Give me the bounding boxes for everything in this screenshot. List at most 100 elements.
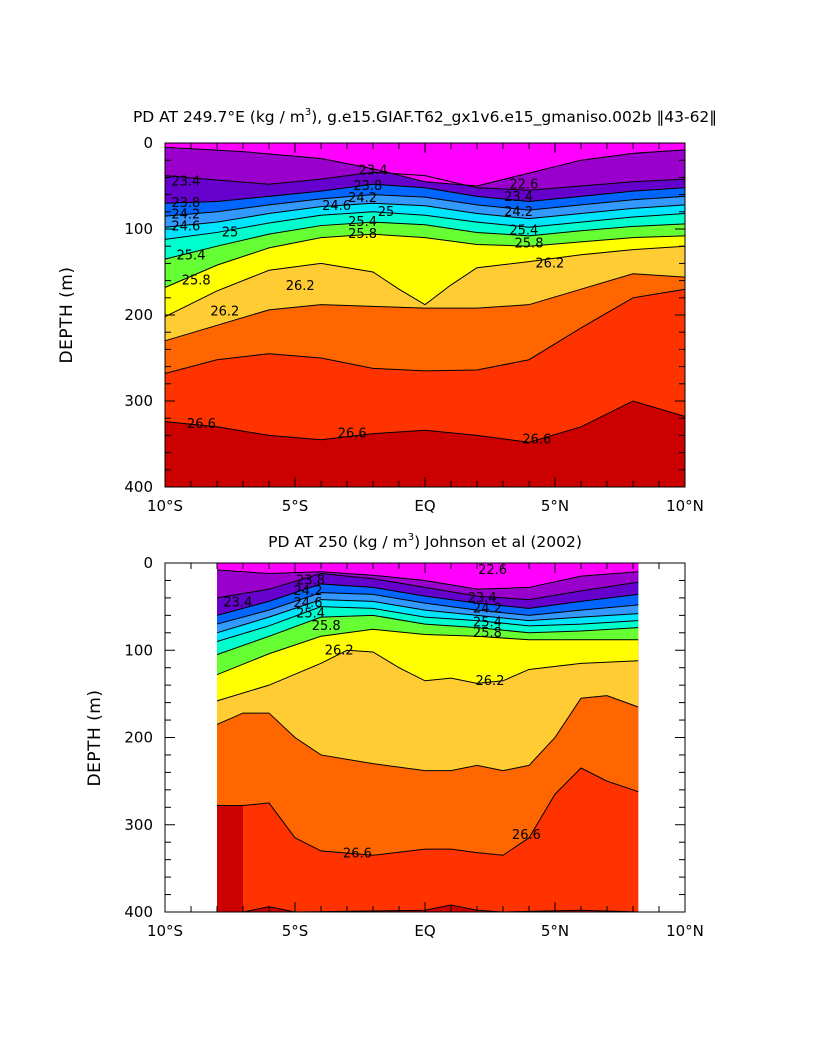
- contour-label: 24.2: [473, 601, 502, 616]
- y-tick-label: 400: [124, 478, 153, 496]
- y-axis-label-lower: DEPTH (m): [85, 690, 105, 787]
- contour-line-26-5: [217, 767, 639, 856]
- contour-label: 26.6: [338, 427, 367, 442]
- contour-line-24-2: [164, 194, 686, 217]
- contour-label: 24.6: [322, 199, 351, 214]
- contour-line-25: [164, 211, 686, 240]
- contour-line-23-8: [216, 583, 639, 616]
- chart-title-upper: PD AT 249.7°E (kg / m3), g.e15.GIAF.T62_…: [133, 107, 717, 127]
- chart-title-lower-post: ) Johnson et al (2002): [414, 533, 582, 551]
- y-tick-label: 0: [143, 554, 153, 572]
- contour-label: 23.4: [468, 591, 497, 606]
- contour-line-25-4: [164, 221, 686, 260]
- contour-line-24-6: [164, 202, 686, 228]
- contour-line-26-2: [216, 649, 639, 702]
- contour-fills-lower: [217, 563, 639, 912]
- contour-label: 25.8: [182, 274, 211, 289]
- x-tick-label: 5°S: [282, 497, 309, 515]
- contour-label: 24.2: [348, 191, 377, 206]
- chart-title-upper-sup: 3: [305, 107, 311, 118]
- x-tick-label: 5°N: [541, 922, 569, 940]
- contour-label: 26.2: [535, 256, 564, 271]
- x-tick-label: 10°S: [147, 922, 183, 940]
- contour-label: 26.2: [286, 279, 315, 294]
- contour-label: 25.8: [473, 626, 502, 641]
- contour-label: 23.4: [223, 595, 252, 610]
- x-tick-label: 10°N: [666, 922, 704, 940]
- y-tick-label: 300: [124, 392, 153, 410]
- chart-title-lower-pre: PD AT 250 (kg / m: [268, 533, 408, 551]
- plot-panel-lower: PD AT 250 (kg / m3) Johnson et al (2002)…: [85, 532, 704, 940]
- contour-lines-lower: [216, 569, 639, 913]
- contour-label: 25.8: [348, 227, 377, 242]
- contour-line-25-8: [216, 628, 639, 676]
- axes-upper: 10°S 5°S EQ 5°N 10°N 0 100 200 300 400: [124, 134, 704, 515]
- y-tick-label: 100: [124, 220, 153, 238]
- contour-label: 23.8: [353, 179, 382, 194]
- contour-label: 22.6: [478, 563, 507, 578]
- contour-lines-upper: [164, 146, 686, 443]
- x-tick-label: 10°S: [147, 497, 183, 515]
- chart-title-upper-pre: PD AT 249.7°E (kg / m: [133, 108, 305, 126]
- contour-label: 26.2: [325, 643, 354, 658]
- x-tick-label: EQ: [414, 497, 435, 515]
- contour-label: 23.8: [171, 196, 200, 211]
- contour-label: 24.2: [504, 205, 533, 220]
- contour-label: 22.6: [509, 177, 538, 192]
- x-tick-label: 5°N: [541, 497, 569, 515]
- contour-label: 25.4: [348, 215, 377, 230]
- contour-line-26-6: [164, 400, 686, 443]
- contour-label: 25.4: [509, 224, 538, 239]
- axes-lower: 10°S 5°S EQ 5°N 10°N 0 100 200 300 400: [124, 554, 704, 940]
- contour-line-23-8: [164, 183, 686, 204]
- contour-label: 24.6: [171, 219, 200, 234]
- contour-label: 23.4: [171, 175, 200, 190]
- contour-line-26-5: [164, 288, 686, 374]
- contour-band-23: [165, 143, 685, 186]
- chart-title-lower-sup: 3: [408, 532, 414, 543]
- contour-label: 25: [378, 205, 395, 220]
- contour-label: 25.4: [296, 607, 325, 622]
- contour-line-25-4: [216, 614, 639, 656]
- y-axis-label-upper: DEPTH (m): [57, 267, 77, 364]
- y-tick-label: 300: [124, 816, 153, 834]
- contour-label: 24.2: [294, 584, 323, 599]
- contour-label: 25: [222, 225, 239, 240]
- contour-labels-upper: 23.423.824.224.6 2525.425.826.226.623.423…: [171, 164, 564, 448]
- contour-label: 23.4: [504, 190, 533, 205]
- contour-label: 26.2: [210, 305, 239, 320]
- y-tick-label: 0: [143, 134, 153, 152]
- contour-label: 26.2: [476, 674, 505, 689]
- contour-label: 26.6: [343, 847, 372, 862]
- contour-label: 25.4: [473, 615, 502, 630]
- contour-label: 26.6: [187, 417, 216, 432]
- y-tick-label: 200: [124, 729, 153, 747]
- plot-panel-upper: PD AT 249.7°E (kg / m3), g.e15.GIAF.T62_…: [57, 107, 717, 515]
- contour-label: 23.4: [359, 164, 388, 179]
- chart-title-upper-post: ), g.e15.GIAF.T62_gx1v6.e15_gmaniso.002b…: [311, 108, 717, 127]
- contour-line-25-8: [164, 233, 686, 288]
- contour-line-24-2: [216, 592, 639, 625]
- contour-line-24-6: [216, 599, 639, 634]
- contour-fills-upper: [165, 143, 685, 487]
- contour-label: 25.8: [312, 619, 341, 634]
- contour-labels-lower: 23.423.824.224.625.425.826.226.622.623.4…: [223, 563, 541, 862]
- contour-line-26-4: [164, 273, 686, 342]
- contour-line-23-4: [164, 171, 686, 191]
- contour-line-26-4: [216, 695, 639, 772]
- contour-line-23-4: [216, 572, 639, 601]
- contour-line-25: [216, 606, 639, 643]
- contour-line-23: [216, 569, 639, 590]
- y-tick-label: 100: [124, 641, 153, 659]
- contour-label: 26.6: [522, 433, 551, 448]
- chart-title-lower: PD AT 250 (kg / m3) Johnson et al (2002): [268, 532, 582, 551]
- x-tick-label: 5°S: [282, 922, 309, 940]
- contour-label: 25.4: [177, 249, 206, 264]
- contour-label: 23.8: [296, 573, 325, 588]
- contour-line-23: [164, 146, 686, 187]
- y-tick-label: 200: [124, 306, 153, 324]
- x-tick-label: 10°N: [666, 497, 704, 515]
- contour-label: 24.2: [171, 207, 200, 222]
- y-tick-label: 400: [124, 903, 153, 921]
